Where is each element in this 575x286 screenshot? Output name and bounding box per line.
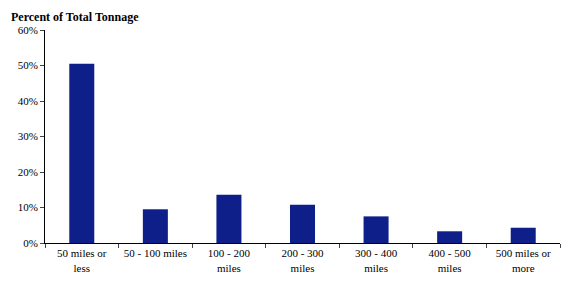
svg-text:50 miles orless: 50 miles orless bbox=[57, 247, 107, 273]
svg-text:Percent of Total Tonnage: Percent of Total Tonnage bbox=[11, 10, 139, 24]
svg-text:60%: 60% bbox=[18, 24, 38, 36]
svg-text:400 - 500miles: 400 - 500miles bbox=[429, 247, 472, 273]
svg-text:50 - 100 miles: 50 - 100 miles bbox=[124, 247, 187, 259]
svg-text:40%: 40% bbox=[18, 95, 38, 107]
svg-text:200 - 300miles: 200 - 300miles bbox=[281, 247, 324, 273]
svg-text:50%: 50% bbox=[18, 59, 38, 71]
svg-text:300 - 400miles: 300 - 400miles bbox=[355, 247, 398, 273]
svg-text:30%: 30% bbox=[18, 130, 38, 142]
svg-text:0%: 0% bbox=[23, 237, 38, 249]
svg-text:20%: 20% bbox=[18, 166, 38, 178]
svg-text:10%: 10% bbox=[18, 201, 38, 213]
svg-text:500 miles ormore: 500 miles ormore bbox=[496, 247, 551, 273]
svg-text:100 - 200miles: 100 - 200miles bbox=[208, 247, 251, 273]
